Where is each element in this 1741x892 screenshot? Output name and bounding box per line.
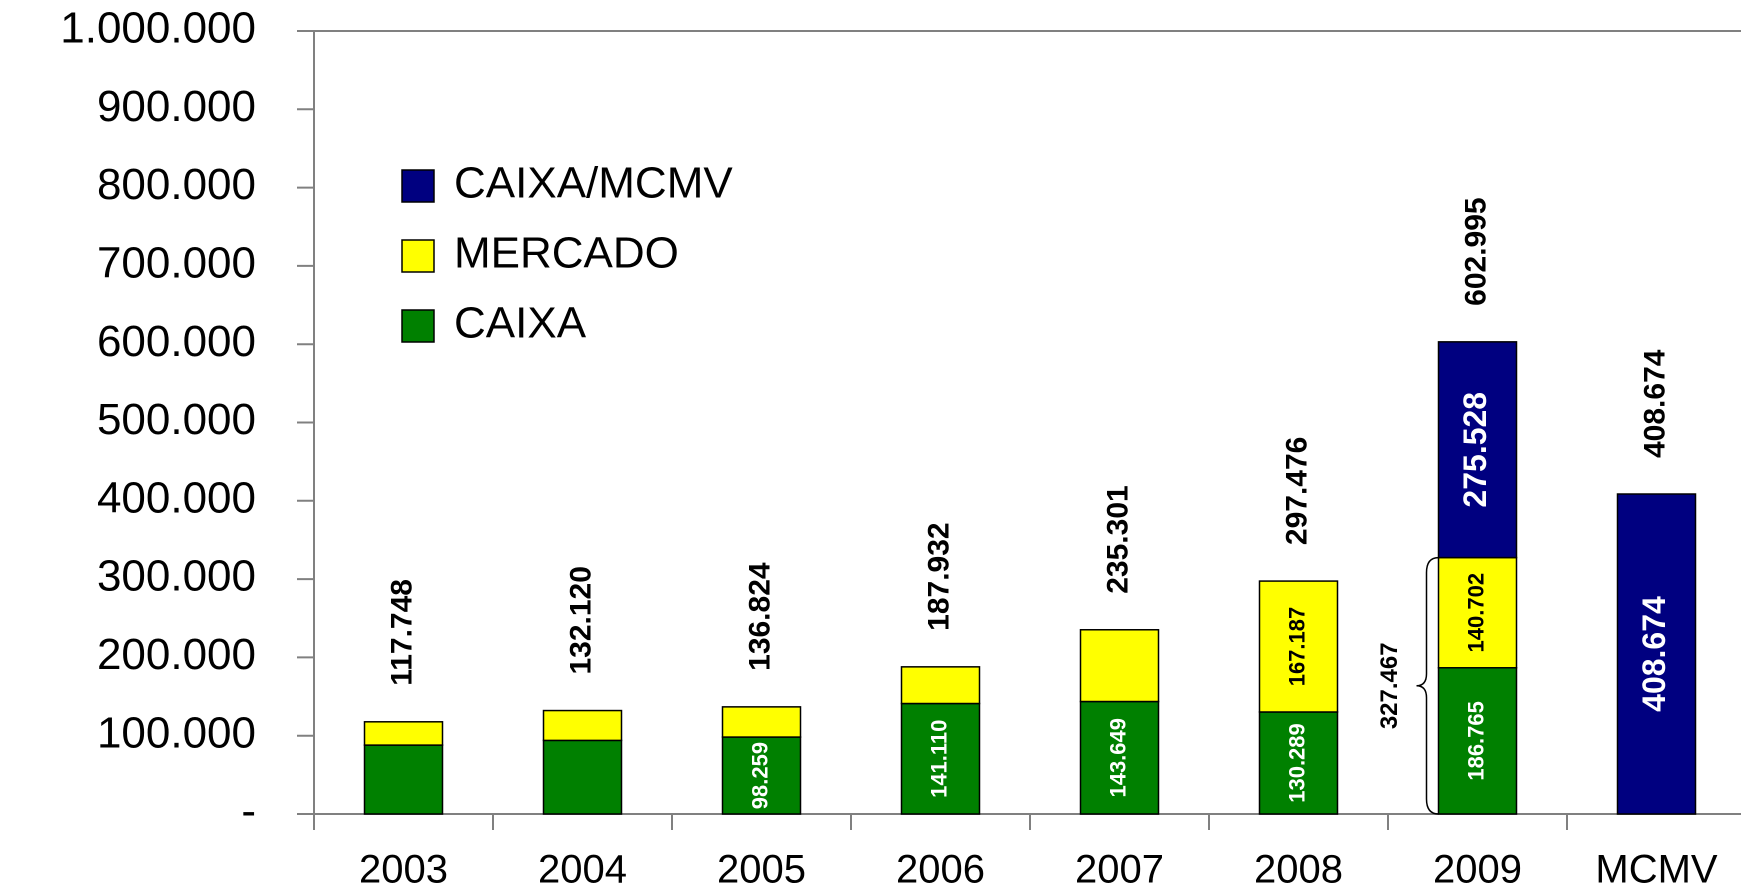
bar-segment	[1437, 556, 1518, 669]
y-tick-label: 600.000	[97, 317, 256, 366]
bar-segment	[363, 721, 444, 746]
total-label: 187.932	[922, 522, 955, 630]
brace	[1416, 556, 1439, 815]
bar-segment	[721, 736, 802, 815]
y-tick-label: 500.000	[97, 395, 256, 444]
x-tick-label: 2005	[717, 848, 806, 892]
legend-swatch	[401, 309, 435, 343]
y-tick-label: -	[241, 787, 256, 836]
value-label: 143.649	[1105, 718, 1130, 798]
bar-segment	[721, 706, 802, 738]
y-tick-label: 100.000	[97, 708, 256, 757]
bar-segment	[1258, 580, 1339, 713]
value-label: 408.674	[1636, 596, 1672, 712]
value-label: 130.289	[1284, 723, 1309, 803]
x-tick-label: 2004	[538, 848, 627, 892]
y-tick-label: 700.000	[97, 239, 256, 288]
y-tick-label: 1.000.000	[60, 4, 256, 53]
total-label: 235.301	[1101, 485, 1134, 593]
value-label: 98.259	[747, 742, 772, 809]
y-tick-label: 300.000	[97, 552, 256, 601]
legend-swatch	[401, 169, 435, 203]
value-label: 275.528	[1457, 392, 1493, 508]
bar-segment	[542, 739, 623, 815]
bar-segment	[900, 666, 981, 705]
y-tick-label: 200.000	[97, 630, 256, 679]
value-label: 167.187	[1284, 607, 1309, 687]
brace-label: 327.467	[1376, 642, 1403, 729]
value-label: 141.110	[926, 720, 951, 798]
x-tick-label: 2003	[359, 848, 448, 892]
legend-label: CAIXA	[454, 299, 587, 348]
bar-segment	[1079, 700, 1160, 815]
bar-segment	[1616, 493, 1697, 815]
legend-label: CAIXA/MCMV	[454, 159, 733, 208]
total-label: 132.120	[564, 566, 597, 674]
total-label: 117.748	[385, 579, 418, 686]
legend-swatch	[401, 239, 435, 273]
y-tick-label: 800.000	[97, 160, 256, 209]
y-tick-label: 400.000	[97, 473, 256, 522]
bar-segment	[542, 709, 623, 742]
y-tick-label: 900.000	[97, 82, 256, 131]
total-label: 297.476	[1280, 437, 1313, 545]
total-label: 408.674	[1638, 349, 1671, 458]
bar-segment	[1079, 629, 1160, 703]
x-tick-label: 2008	[1254, 848, 1343, 892]
x-tick-label: MCMV	[1595, 848, 1718, 892]
value-label: 140.702	[1463, 573, 1488, 653]
x-tick-label: 2007	[1075, 848, 1164, 892]
x-tick-label: 2006	[896, 848, 985, 892]
bar-segment	[1437, 667, 1518, 815]
x-tick-label: 2009	[1433, 848, 1522, 892]
total-label: 602.995	[1459, 197, 1492, 305]
value-label: 186.765	[1463, 701, 1488, 781]
bar-segment	[1437, 341, 1518, 559]
legend-label: MERCADO	[454, 229, 679, 278]
bar-segment	[900, 702, 981, 815]
bar-segment	[363, 744, 444, 815]
total-label: 136.824	[743, 562, 776, 671]
